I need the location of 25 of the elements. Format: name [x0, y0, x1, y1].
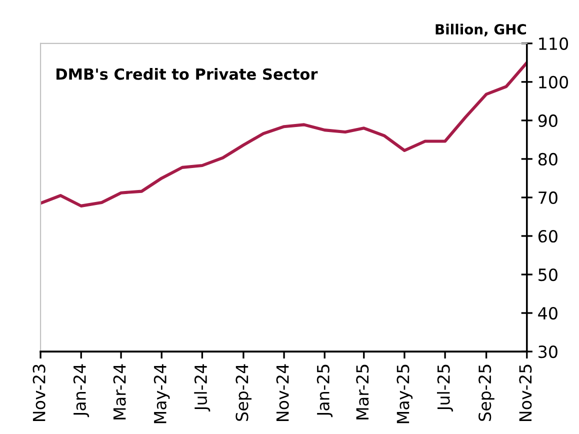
x-tick-label: Nov-23	[32, 364, 46, 422]
text: DMB's Credit to Private Sector	[56, 68, 318, 80]
x-tick-label: May-25	[396, 364, 413, 424]
x-tick-label: Mar-24	[113, 364, 126, 420]
y-tick-label: 30	[538, 346, 558, 358]
x-tick-label: Jul-25	[436, 364, 453, 412]
y-tick-label: 60	[538, 230, 558, 243]
y-tick-label: 80	[538, 152, 558, 166]
x-tick-label: Nov-25	[519, 364, 532, 422]
y-axis-title: Billion, GHC	[436, 24, 526, 36]
y-tick-label: 40	[538, 306, 558, 320]
y-tick-label: 50	[538, 268, 558, 282]
line-series	[40, 61, 527, 208]
x-tick-label: Sep-25	[478, 364, 494, 421]
y-tick-label: 100	[539, 76, 568, 88]
x-tick-label: Jul-24	[194, 364, 210, 412]
x-tick-label: Mar-25	[356, 364, 369, 420]
y-tick-label: 110	[539, 37, 568, 50]
x-tick-label: Sep-24	[236, 364, 252, 421]
y-tick-label: 70	[538, 191, 558, 204]
y-tick-label: 90	[538, 114, 558, 128]
x-tick-label: Nov-24	[276, 364, 289, 422]
x-tick-label: Jan-24	[73, 364, 90, 418]
x-tick-label: Jan-25	[316, 364, 333, 418]
x-tick-label: May-24	[154, 364, 170, 424]
